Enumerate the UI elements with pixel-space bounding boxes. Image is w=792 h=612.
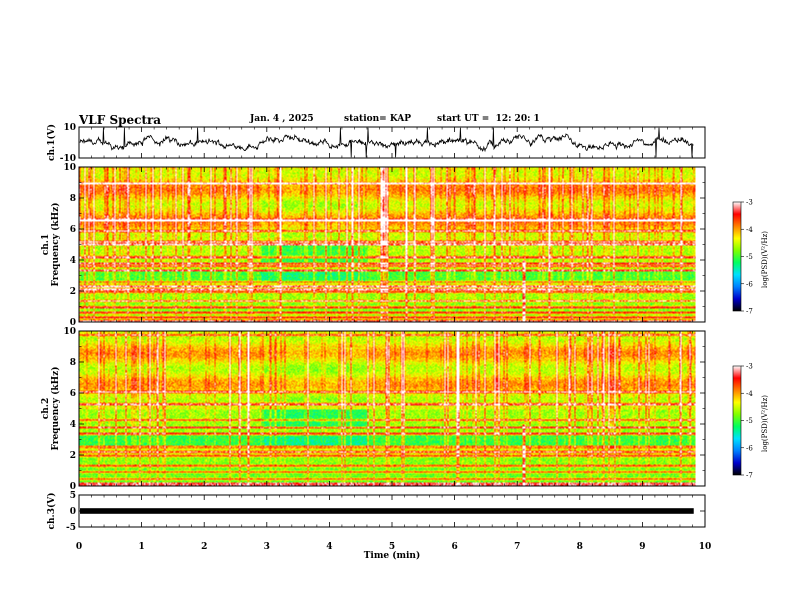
ch1-spectrogram-colorbar-tick-label: -7 [746,308,753,316]
ch1-waveform-line [79,127,694,158]
time-axis-tick-label: 7 [514,542,520,552]
time-axis-tick-label: 0 [76,542,82,552]
ch2-spectrogram-colorbar-tick-label: -5 [746,417,753,425]
ch2-spectrogram-image [79,331,705,486]
ch2-spectrogram-colorbar-tick-label: -7 [746,472,753,480]
ch1-spectrogram-image [79,167,705,322]
time-axis-tick-label: 8 [577,542,583,552]
time-axis-tick-label: 5 [389,542,395,552]
ch2-spectrogram-colorbar-tick-label: -6 [746,444,753,452]
ch1-spectrogram-ytick-label: 10 [63,163,76,173]
ch1-spectrogram-ytick-label: 0 [70,318,76,328]
ch1-spectrogram-colorbar-label: log(PSD)(V²/Hz) [761,231,769,288]
ch1-spectrogram-colorbar-tick-label: -4 [746,226,753,234]
ch2-spectrogram-colorbar-label: log(PSD)(V²/Hz) [761,395,769,452]
start-time-label: start UT = 12: 20: 1 [437,114,540,124]
ch3-waveform-band [80,508,694,514]
date-label: Jan. 4 , 2025 [250,114,314,124]
ch2-spectrogram-colorbar-tick-label: -4 [746,390,753,398]
ch2-spectrogram-ytick-label: 4 [70,420,76,430]
ch1-spectrogram-colorbar [732,201,742,312]
time-axis-tick-label: 9 [639,542,645,552]
ch1-spectrogram-ylabel: ch.1 [41,234,51,255]
ch2-spectrogram-colorbar-tick-label: -3 [746,363,753,371]
ch2-spectrogram-ytick-label: 8 [70,358,76,368]
time-axis-tick-label: 1 [138,542,144,552]
ch1-waveform-ytick-label: -10 [60,154,76,164]
plot-title: VLF Spectra [79,113,162,127]
ch3-waveform-ytick-label: -5 [66,523,76,533]
ch1-spectrogram-ylabel: Frequency (kHz) [50,202,61,286]
ch1-spectrogram-ytick-label: 6 [70,225,76,235]
time-axis-tick-label: 6 [451,542,457,552]
station-label: station= KAP [344,114,412,124]
ch1-spectrogram-colorbar-tick-label: -5 [746,253,753,261]
ch2-spectrogram-ytick-label: 6 [70,389,76,399]
ch3-waveform-ytick-label: 0 [70,507,76,517]
ch1-waveform-ylabel: ch.1(V) [46,124,57,161]
time-axis-tick-label: 3 [264,542,270,552]
ch2-spectrogram-ytick-label: 0 [70,482,76,492]
ch1-spectrogram-ytick-label: 4 [70,256,76,266]
time-axis-label: Time (min) [364,550,421,561]
time-axis-tick-label: 10 [699,542,712,552]
ch1-spectrogram-ytick-label: 2 [70,287,76,297]
ch2-spectrogram-ylabel: Frequency (kHz) [50,366,61,450]
ch2-spectrogram-ytick-label: 10 [63,327,76,337]
time-axis-tick-label: 4 [326,542,332,552]
ch3-waveform-ytick-label: 5 [70,491,76,501]
ch1-waveform-ytick-label: 10 [63,123,76,133]
ch3-waveform-ylabel: ch.3(V) [46,493,57,530]
ch2-spectrogram-ylabel: ch.2 [41,398,51,419]
ch2-spectrogram-colorbar [732,365,742,476]
ch1-spectrogram-ytick-label: 8 [70,194,76,204]
time-axis-tick-label: 2 [201,542,207,552]
ch1-spectrogram-colorbar-tick-label: -3 [746,199,753,207]
ch2-spectrogram-ytick-label: 2 [70,451,76,461]
ch1-spectrogram-colorbar-tick-label: -6 [746,280,753,288]
